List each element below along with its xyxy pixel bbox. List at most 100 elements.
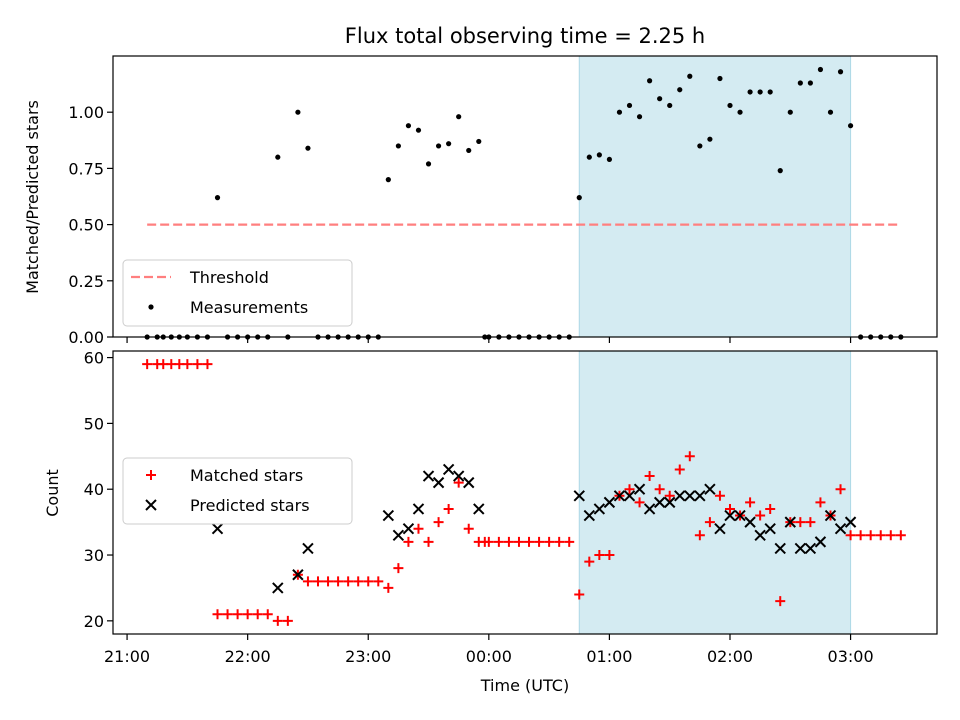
ratio-y-axis-label: Matched/Predicted stars [23,100,42,294]
matched-star-point [534,536,545,547]
matched-star-point [554,536,565,547]
x-tick-label: 02:00 [707,647,753,666]
predicted-star-point [473,503,485,515]
predicted-star-point [694,490,706,502]
legend-entry-label: Threshold [189,268,269,287]
predicted-star-point [633,483,646,495]
matched-star-point [302,576,313,587]
count-legend: Matched stars Predicted stars [122,457,353,525]
predicted-star-point [784,516,796,528]
count-legend-box [122,457,353,525]
measurement-point [616,109,623,115]
matched-star-point [343,576,354,587]
measurement-point [425,161,432,167]
predicted-star-point [814,536,827,548]
predicted-star-point [794,542,807,555]
matched-star-point [895,530,906,541]
measurement-point [295,109,301,115]
matched-star-point [544,536,555,547]
matched-star-point [594,550,605,561]
matched-star-point [664,490,675,501]
measurement-point [647,78,653,84]
predicted-star-point [463,476,475,489]
measurement-point [456,114,462,120]
matched-star-point [312,576,323,587]
count-plot-frame [112,350,938,635]
legend-predicted-swatch [145,499,157,511]
x-tick-label: 01:00 [586,647,632,666]
predicted-star-point [834,522,847,535]
measurement-point [576,195,582,201]
predicted-star-point [382,509,395,522]
matched-star-point [644,471,655,482]
predicted-star-point [774,542,786,555]
matched-star-point [885,530,896,541]
matched-star-point [724,503,735,514]
measurement-point [305,145,311,151]
predicted-star-point [643,503,656,515]
count-y-tick-label: 20 [84,612,104,631]
measurement-point [787,109,793,115]
predicted-star-point [603,496,616,509]
matched-star-point [242,609,253,620]
matched-star-point [252,609,263,620]
measurement-point [606,156,613,163]
count-observing-window [578,350,852,635]
ratio-y-tick-label: 0.50 [68,216,104,235]
measurement-point [657,96,663,102]
matched-star-point [202,359,213,370]
matched-star-point [513,536,524,547]
measurement-point [837,69,844,75]
ratio-y-tick-label: 0.75 [68,159,104,178]
matched-star-point [182,359,193,370]
count-y-tick-label: 60 [84,349,104,368]
matched-star-point [745,497,756,508]
x-tick-label: 00:00 [466,647,512,666]
matched-star-point [363,576,374,587]
predicted-star-point [432,476,445,489]
matched-star-point [634,497,645,508]
x-tick-label: 22:00 [225,647,271,666]
measurement-point [717,75,723,82]
x-axis-label: Time (UTC) [480,676,569,695]
ratio-legend: Threshold Measurements [122,259,353,327]
predicted-star-point [573,490,585,502]
measurement-point [677,87,683,93]
measurement-point [667,102,673,109]
measurement-point [807,80,813,86]
predicted-star-point [744,516,756,528]
ratio-panel: 0.00 0.25 0.50 0.75 1.00 Matched/Predicted s… [23,55,938,347]
predicted-star-point [764,522,776,535]
matched-star-point [574,589,585,600]
matched-star-point [503,536,514,547]
predicted-star-point [412,503,425,515]
measurement-point [466,147,472,154]
matched-star-point [714,490,725,501]
matched-star-point [403,536,414,547]
predicted-star-point [402,522,415,535]
matched-star-point [443,503,454,514]
predicted-star-point [211,522,224,535]
matched-star-point [493,536,504,547]
measurement-point [747,89,753,95]
x-tick-label: 21:00 [104,647,150,666]
matched-star-point [775,596,786,607]
ratio-y-tick-label: 1.00 [68,103,104,122]
matched-star-point [353,576,364,587]
predicted-star-point [452,470,465,482]
predicted-star-point [714,522,726,535]
measurement-point [817,66,824,73]
matched-star-point [232,609,243,620]
predicted-star-point [754,529,766,541]
measurement-point [757,89,763,95]
predicted-star-point [583,509,596,522]
predicted-star-point [724,509,736,522]
matched-star-point [272,615,283,626]
matched-star-point [875,530,886,541]
matched-star-point [393,563,404,574]
matched-star-point [704,517,715,528]
measurement-point [626,102,633,109]
count-y-tick-label: 50 [84,414,104,433]
measurement-point [727,102,733,109]
